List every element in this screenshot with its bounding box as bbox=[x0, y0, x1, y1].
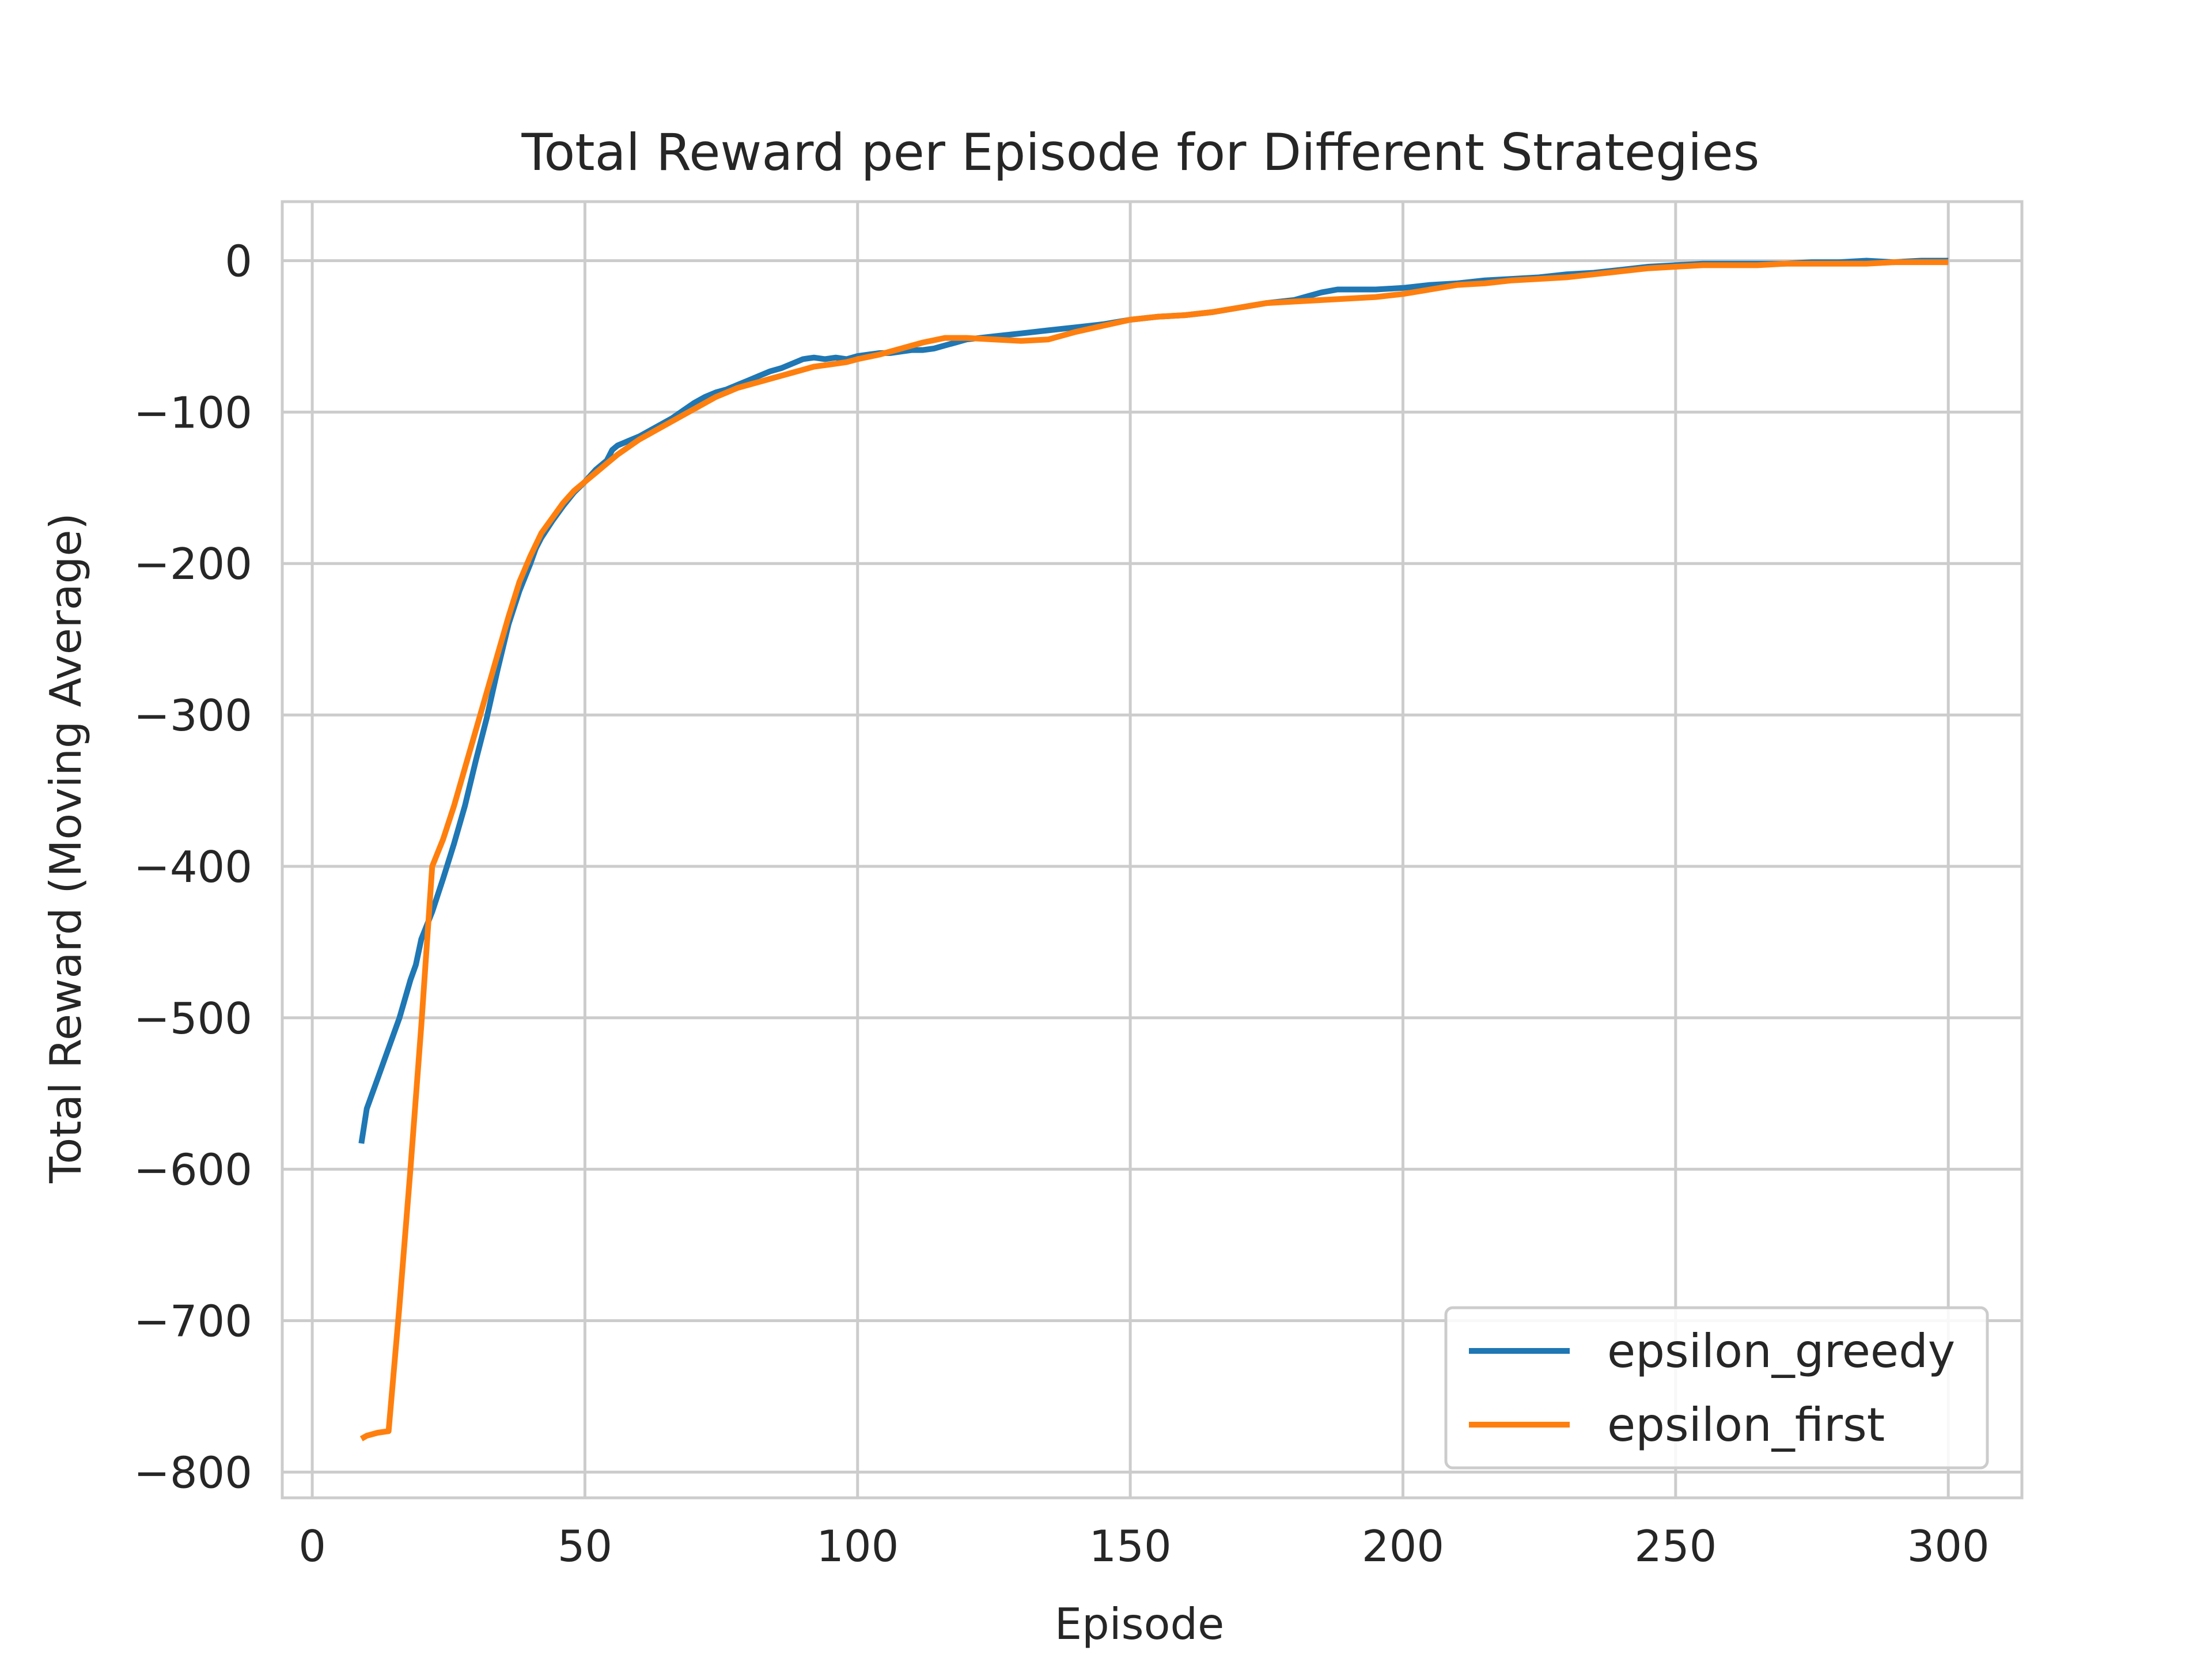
grid bbox=[282, 202, 2022, 1498]
x-tick-label: 150 bbox=[1089, 1521, 1172, 1572]
y-tick-label: −300 bbox=[134, 690, 252, 741]
x-tick-label: 300 bbox=[1907, 1521, 1990, 1572]
y-tick-label: −400 bbox=[134, 842, 252, 892]
x-tick-label: 0 bbox=[298, 1521, 326, 1572]
y-tick-label: −500 bbox=[134, 993, 252, 1044]
legend-label-epsilon-first: epsilon_first bbox=[1607, 1398, 1885, 1452]
y-tick-label: −600 bbox=[134, 1145, 252, 1195]
legend-label-epsilon-greedy: epsilon_greedy bbox=[1607, 1324, 1955, 1378]
x-tick-label: 200 bbox=[1362, 1521, 1444, 1572]
y-tick-label: −200 bbox=[134, 539, 252, 589]
series-line-epsilon-first bbox=[359, 259, 1949, 1441]
chart-title: Total Reward per Episode for Different S… bbox=[521, 123, 1760, 182]
x-tick-label: 100 bbox=[816, 1521, 899, 1572]
y-tick-label: −100 bbox=[134, 387, 252, 438]
x-tick-label: 250 bbox=[1634, 1521, 1717, 1572]
y-tick-label: −700 bbox=[134, 1296, 252, 1346]
x-axis-ticks: 0 50 100 150 200 250 300 bbox=[298, 1521, 1990, 1572]
series bbox=[358, 258, 1949, 1441]
y-axis-ticks: 0 −100 −200 −300 −400 −500 −600 −700 −800 bbox=[134, 236, 252, 1498]
y-tick-label: 0 bbox=[225, 236, 252, 287]
legend-box bbox=[1444, 1306, 1989, 1470]
legend: epsilon_greedy epsilon_first bbox=[1444, 1306, 1989, 1470]
x-axis-label: Episode bbox=[1055, 1599, 1225, 1649]
y-tick-label: −800 bbox=[134, 1447, 252, 1498]
y-axis-label: Total Reward (Moving Average) bbox=[40, 513, 91, 1183]
plot-frame bbox=[281, 200, 2024, 1500]
x-tick-label: 50 bbox=[558, 1521, 612, 1572]
